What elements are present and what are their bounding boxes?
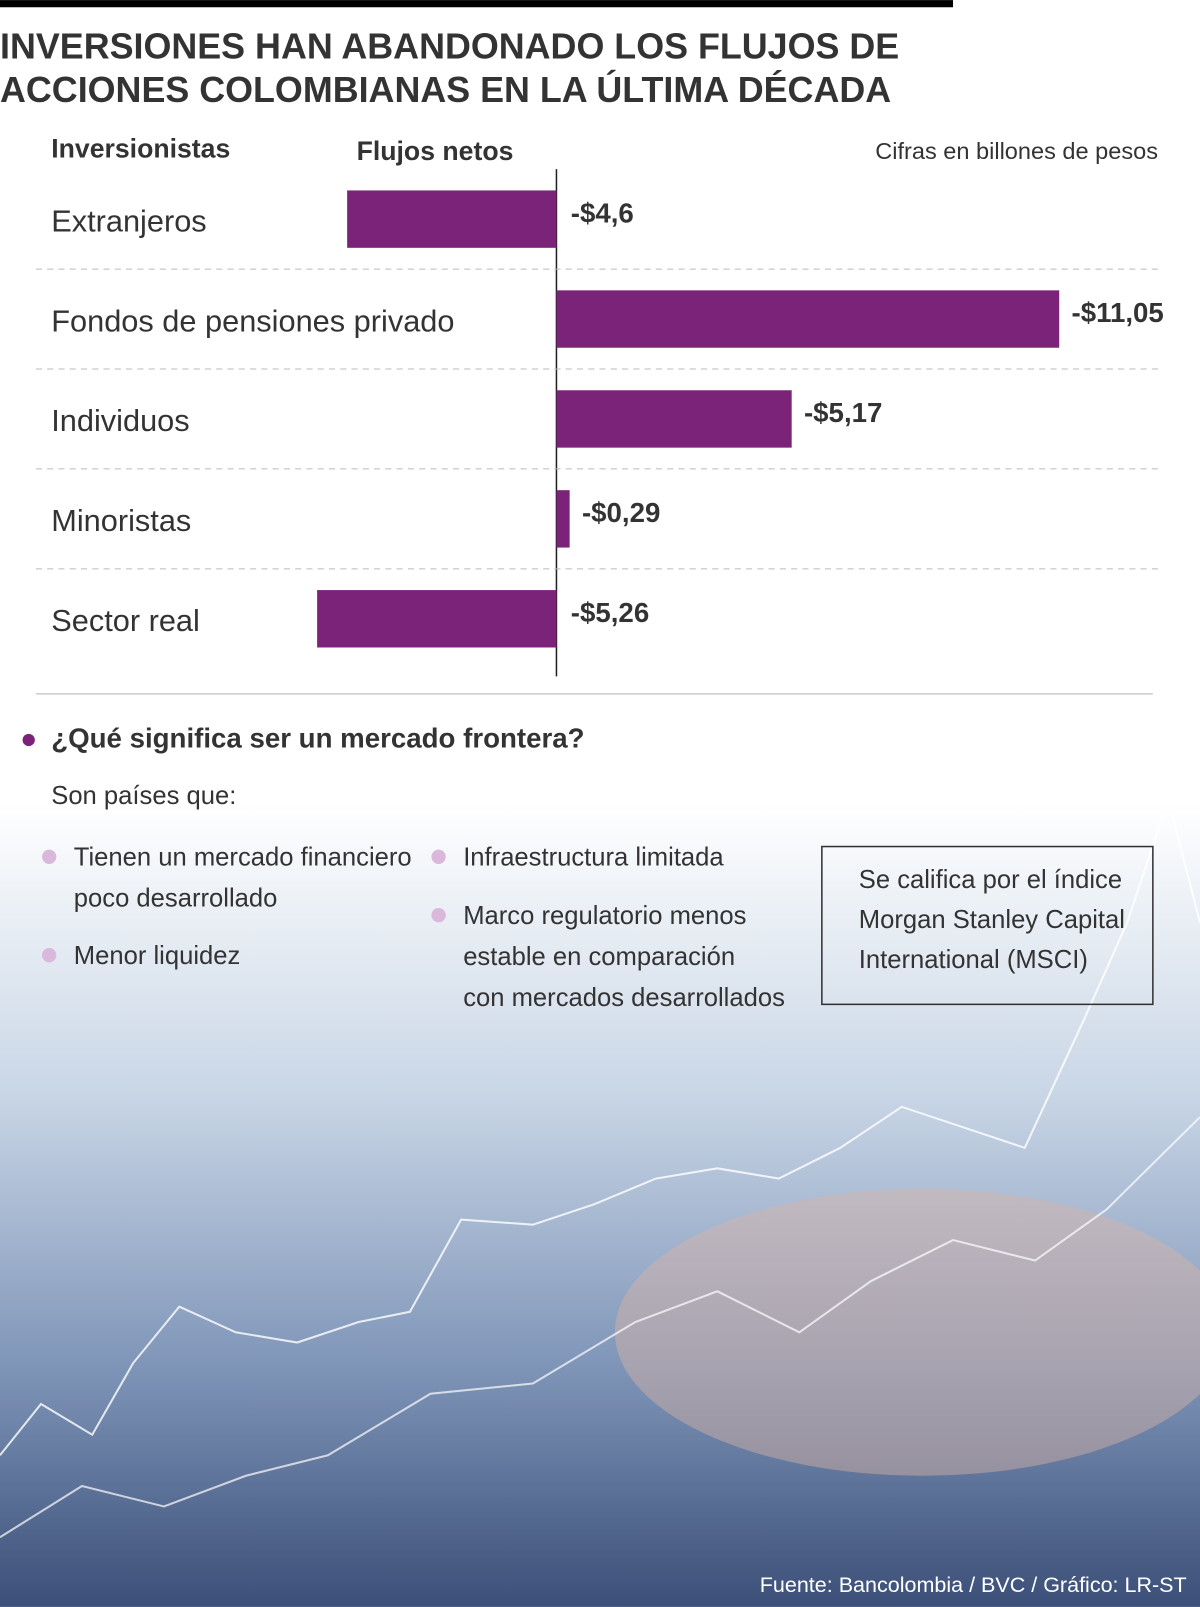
decor-line — [0, 1116, 1200, 1539]
intro: Son países que: — [51, 782, 236, 810]
value-header: Flujos netos — [357, 136, 514, 166]
category-label: Minoristas — [51, 503, 191, 538]
value-label: -$0,29 — [582, 497, 660, 528]
bar — [317, 590, 557, 648]
note-box — [821, 845, 1154, 1006]
note-text: Se califica por el índice — [859, 866, 1122, 894]
unit-note: Cifras en billones de pesos — [875, 138, 1158, 164]
bar — [556, 390, 792, 448]
bar — [347, 190, 557, 248]
top-rule — [0, 0, 954, 8]
item-text: con mercados desarrollados — [463, 984, 785, 1012]
item-text: Tienen un mercado financiero — [74, 844, 412, 872]
bullet — [22, 733, 35, 747]
bullet — [431, 908, 446, 923]
note-text: International (MSCI) — [859, 946, 1088, 974]
bar — [556, 290, 1060, 348]
question: ¿Qué significa ser un mercado frontera? — [51, 722, 584, 753]
category-label: Individuos — [51, 403, 189, 438]
bullet — [42, 849, 57, 864]
item-text: Marco regulatorio menos — [463, 902, 746, 930]
bar — [556, 490, 570, 548]
decor-line — [0, 795, 1200, 1456]
title: INVERSIONES HAN ABANDONADO LOS FLUJOS DE — [0, 27, 899, 67]
source: Fuente: Bancolombia / BVC / Gráfico: LR-… — [760, 1573, 1187, 1597]
item-text: Menor liquidez — [74, 942, 241, 970]
category-label: Fondos de pensiones privado — [51, 303, 454, 338]
title: ACCIONES COLOMBIANAS EN LA ÚLTIMA DÉCADA — [0, 70, 891, 110]
value-label: -$5,17 — [804, 397, 882, 428]
item-text: estable en comparación — [463, 943, 735, 971]
item-text: Infraestructura limitada — [463, 844, 724, 872]
value-label: -$11,05 — [1072, 297, 1164, 328]
category-label: Sector real — [51, 603, 200, 638]
bullet — [42, 947, 57, 963]
value-label: -$4,6 — [571, 197, 634, 228]
category-header: Inversionistas — [51, 134, 230, 164]
category-label: Extranjeros — [51, 203, 206, 238]
note-text: Morgan Stanley Capital — [859, 906, 1125, 934]
value-label: -$5,26 — [571, 597, 649, 628]
hand-photo — [614, 1188, 1200, 1476]
bullet — [431, 849, 446, 864]
item-text: poco desarrollado — [74, 885, 278, 913]
